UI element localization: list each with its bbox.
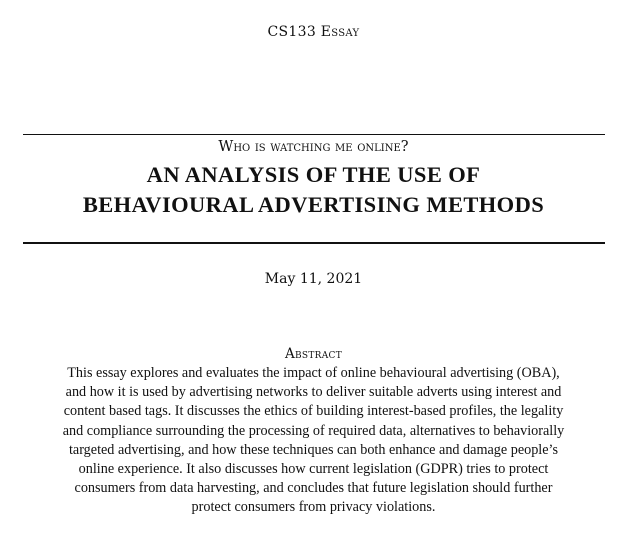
abstract-line: online experience. It also discusses how… [78,461,549,478]
abstract-line: and how it is used by advertising networ… [65,384,562,401]
abstract-line: content based tags. It discusses the eth… [63,403,564,420]
title-line: BEHAVIOURAL ADVERTISING METHODS [82,192,545,217]
document-subtitle: Who is watching me online? [218,139,409,155]
document-date: May 11, 2021 [264,271,363,287]
title-line: AN ANALYSIS OF THE USE OF [146,162,481,187]
abstract-heading: Abstract [284,346,343,362]
title-top-rule [23,134,605,135]
abstract-line: and compliance surrounding the processin… [62,422,565,439]
abstract-line: This essay explores and evaluates the im… [67,365,560,381]
abstract-body: This essay explores and evaluates the im… [16,364,611,518]
abstract-line: consumers from data harvesting, and conc… [74,480,553,497]
course-header: CS133 Essay [267,24,360,40]
abstract-line: targeted advertising, and how these tech… [68,441,559,458]
title-bottom-rule [23,242,605,244]
document-title: AN ANALYSIS OF THE USE OF BEHAVIOURAL AD… [0,160,627,220]
abstract-line: protect consumers from privacy violation… [191,499,436,516]
